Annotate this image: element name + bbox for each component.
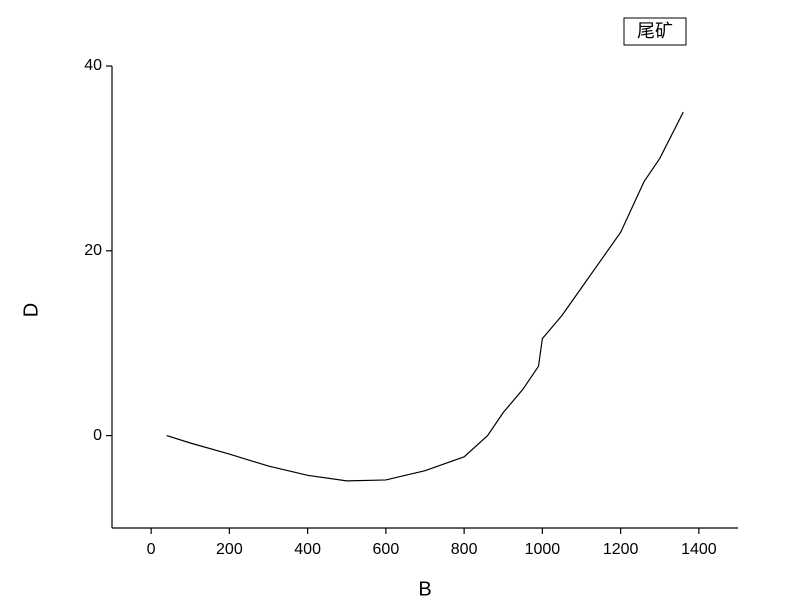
legend-box [623, 17, 687, 46]
x-tick-label: 800 [451, 541, 478, 558]
x-tick-label: 200 [216, 541, 243, 558]
legend-label: 尾矿 [637, 21, 673, 41]
x-tick-label: 1400 [681, 541, 717, 558]
x-tick-label: 0 [147, 541, 156, 558]
x-tick-label: 400 [294, 541, 321, 558]
y-tick-label: 40 [84, 57, 102, 74]
y-axis-label: D [20, 303, 42, 317]
x-tick-label: 600 [373, 541, 400, 558]
y-tick-label: 20 [84, 242, 102, 259]
x-tick-label: 1000 [525, 541, 561, 558]
x-axis-label: B [418, 578, 431, 600]
data-line [166, 111, 684, 482]
x-tick-label: 1200 [603, 541, 639, 558]
y-tick-label: 0 [93, 427, 102, 444]
